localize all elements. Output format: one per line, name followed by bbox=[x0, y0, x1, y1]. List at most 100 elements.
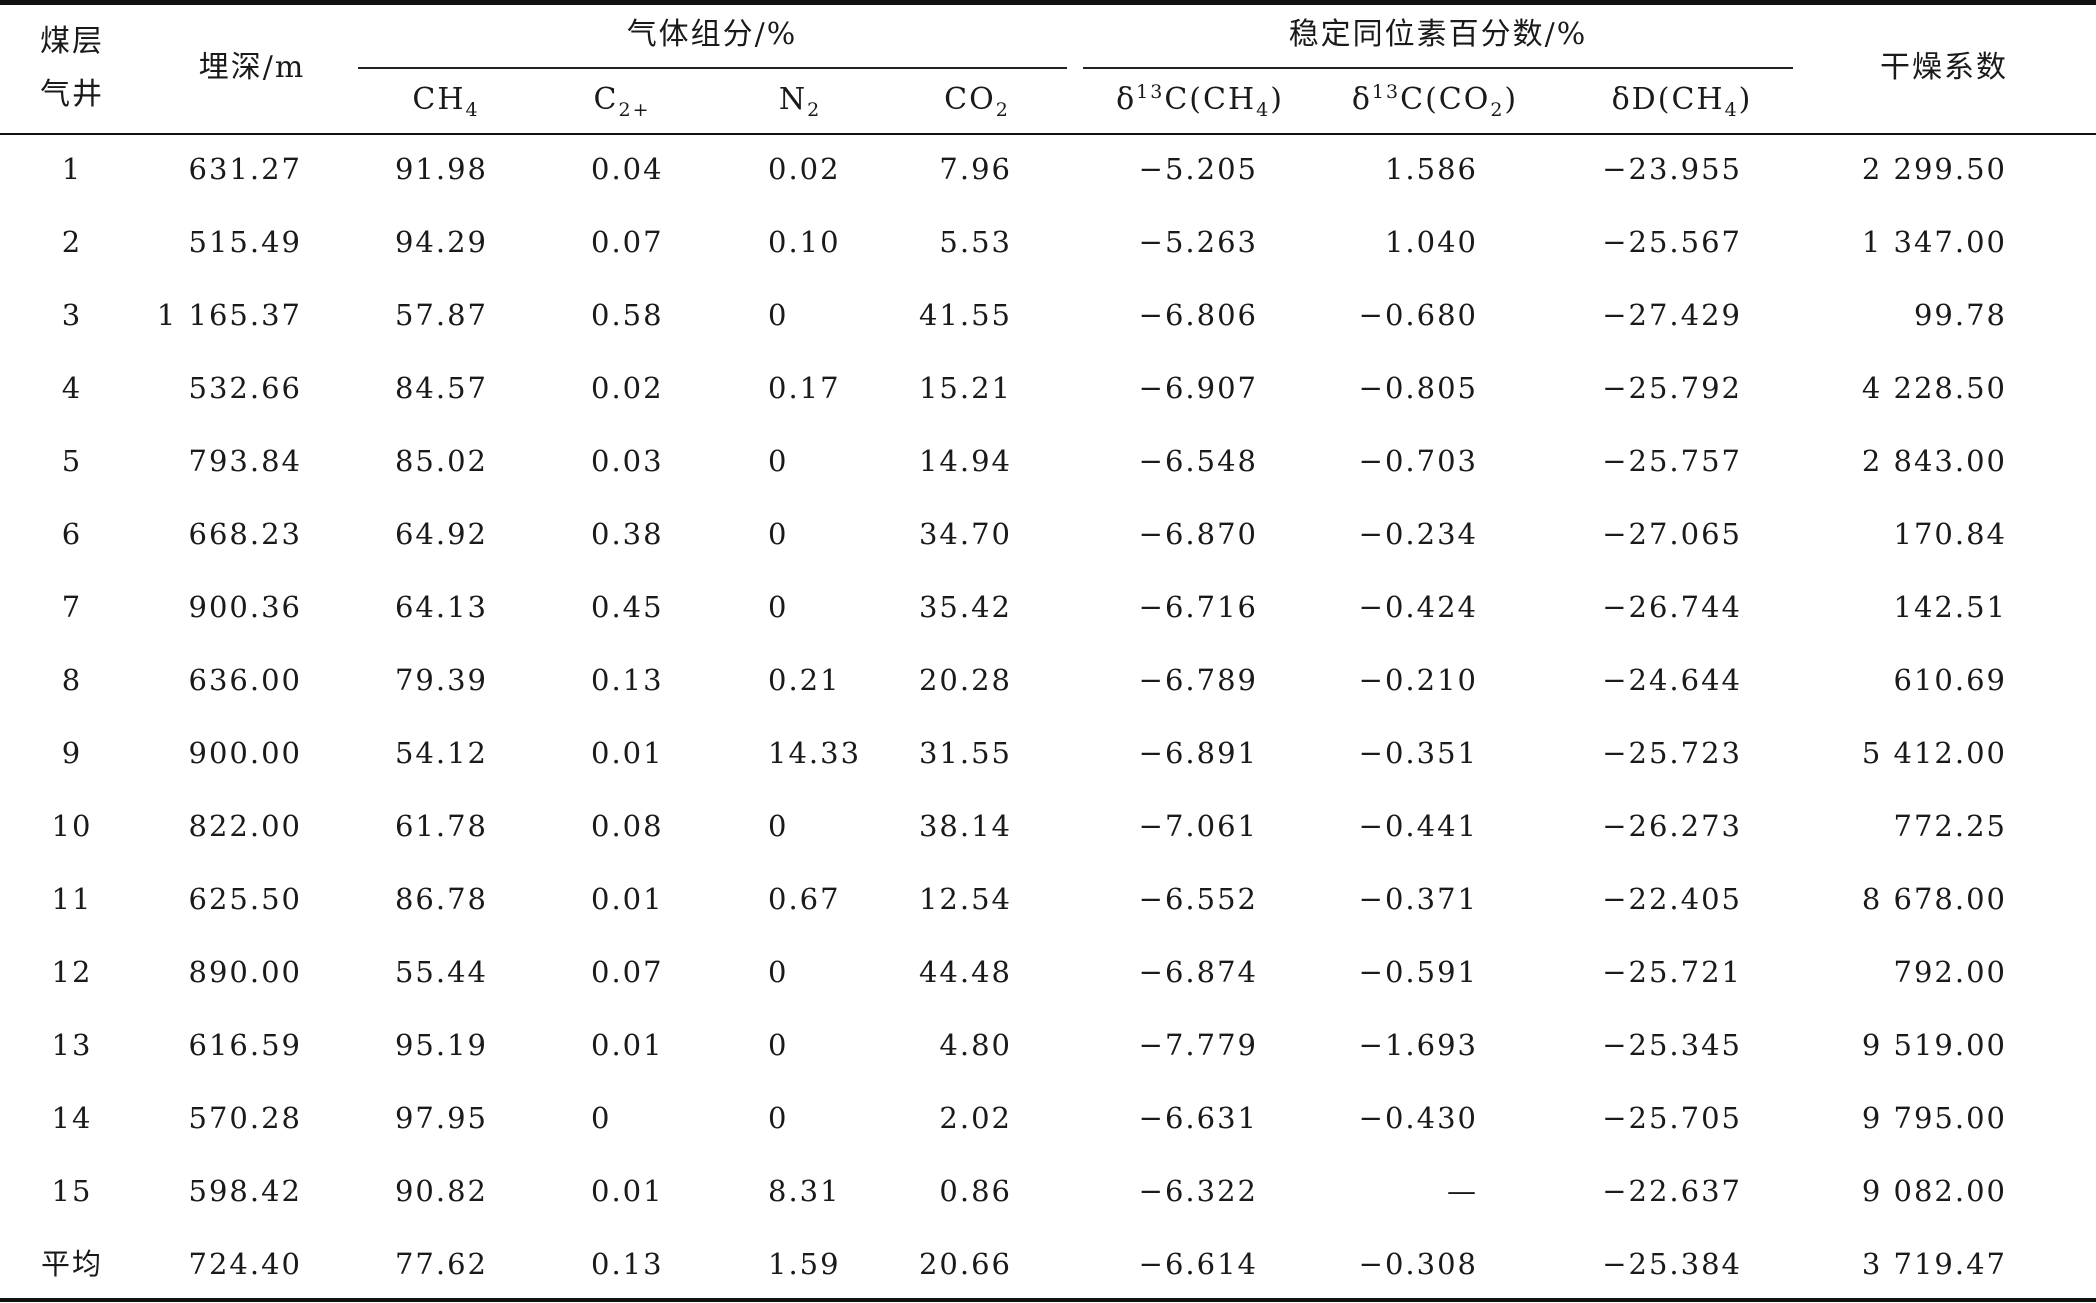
well-cell: 13 bbox=[51, 1028, 93, 1062]
depth-cell: 890.00 bbox=[188, 955, 302, 989]
dryness-cell: 170.84 bbox=[1893, 517, 2007, 551]
depth-cell: 616.59 bbox=[188, 1028, 302, 1062]
d13c-co2-cell: −0.805 bbox=[1358, 371, 1478, 405]
ch4-cell: 91.98 bbox=[394, 152, 488, 186]
n2-cell: 8.31 bbox=[768, 1174, 841, 1208]
c2-cell: 0.03 bbox=[591, 444, 664, 478]
dd-ch4-cell: −23.955 bbox=[1602, 152, 1742, 186]
well-cell: 15 bbox=[51, 1174, 93, 1208]
ch4-cell: 55.44 bbox=[394, 955, 488, 989]
co2-cell: 0.86 bbox=[939, 1174, 1012, 1208]
well-cell: 8 bbox=[61, 663, 83, 697]
dd-ch4-cell: −25.721 bbox=[1602, 955, 1742, 989]
depth-cell: 625.50 bbox=[188, 882, 302, 916]
well-cell: 10 bbox=[51, 809, 93, 843]
depth-cell: 598.42 bbox=[188, 1174, 302, 1208]
well-cell: 5 bbox=[61, 444, 83, 478]
dd-ch4-cell: −25.723 bbox=[1602, 736, 1742, 770]
dryness-cell: 772.25 bbox=[1893, 809, 2007, 843]
header-ch4: CH4 bbox=[412, 82, 480, 121]
d13c-ch4-cell: −6.716 bbox=[1138, 590, 1258, 624]
d13c-ch4-cell: −6.552 bbox=[1138, 882, 1258, 916]
header-d13c-co2: δ13C(CO2) bbox=[1351, 81, 1519, 121]
ch4-cell: 86.78 bbox=[394, 882, 488, 916]
n2-cell: 0 bbox=[768, 444, 789, 478]
n2-cell: 1.59 bbox=[768, 1247, 841, 1281]
c2-cell: 0.07 bbox=[591, 225, 664, 259]
dd-ch4-cell: −26.744 bbox=[1602, 590, 1742, 624]
n2-cell: 0 bbox=[768, 590, 789, 624]
dd-ch4-cell: −26.273 bbox=[1602, 809, 1742, 843]
dryness-cell: 2 843.00 bbox=[1861, 444, 2007, 478]
header-gas-composition: 气体组分/% bbox=[626, 17, 798, 52]
table-top-rule bbox=[0, 0, 2096, 5]
d13c-co2-cell: −0.234 bbox=[1358, 517, 1478, 551]
c2-cell: 0.13 bbox=[591, 663, 664, 697]
n2-cell: 0.10 bbox=[768, 225, 841, 259]
d13c-co2-cell: −0.371 bbox=[1358, 882, 1478, 916]
n2-cell: 14.33 bbox=[768, 736, 862, 770]
dryness-cell: 1 347.00 bbox=[1861, 225, 2007, 259]
co2-cell: 38.14 bbox=[918, 809, 1012, 843]
d13c-ch4-cell: −6.614 bbox=[1138, 1247, 1258, 1281]
co2-cell: 4.80 bbox=[939, 1028, 1012, 1062]
d13c-co2-cell: −0.703 bbox=[1358, 444, 1478, 478]
ch4-cell: 64.92 bbox=[394, 517, 488, 551]
d13c-ch4-cell: −5.263 bbox=[1138, 225, 1258, 259]
depth-cell: 1 165.37 bbox=[156, 298, 302, 332]
depth-cell: 724.40 bbox=[188, 1247, 302, 1281]
dd-ch4-cell: −27.065 bbox=[1602, 517, 1742, 551]
depth-cell: 631.27 bbox=[188, 152, 302, 186]
ch4-cell: 85.02 bbox=[394, 444, 488, 478]
d13c-co2-cell: −0.680 bbox=[1358, 298, 1478, 332]
n2-cell: 0 bbox=[768, 1101, 789, 1135]
c2-cell: 0.13 bbox=[591, 1247, 664, 1281]
ch4-cell: 84.57 bbox=[394, 371, 488, 405]
co2-cell: 41.55 bbox=[918, 298, 1012, 332]
d13c-co2-cell: −0.430 bbox=[1358, 1101, 1478, 1135]
c2-cell: 0.01 bbox=[591, 1174, 664, 1208]
ch4-cell: 97.95 bbox=[394, 1101, 488, 1135]
dd-ch4-cell: −25.757 bbox=[1602, 444, 1742, 478]
header-dryness-coefficient: 干燥系数 bbox=[1880, 50, 2008, 85]
co2-cell: 20.66 bbox=[918, 1247, 1012, 1281]
well-cell: 6 bbox=[61, 517, 83, 551]
dryness-cell: 9 519.00 bbox=[1861, 1028, 2007, 1062]
header-d13c-ch4: δ13C(CH4) bbox=[1116, 81, 1284, 121]
well-cell: 11 bbox=[51, 882, 93, 916]
isotope-group-rule bbox=[1083, 67, 1793, 69]
c2-cell: 0.38 bbox=[591, 517, 664, 551]
depth-cell: 668.23 bbox=[188, 517, 302, 551]
n2-cell: 0 bbox=[768, 809, 789, 843]
header-bottom-rule bbox=[0, 133, 2096, 135]
header-c2-plus: C2+ bbox=[593, 82, 651, 121]
ch4-cell: 77.62 bbox=[394, 1247, 488, 1281]
d13c-co2-cell: 1.586 bbox=[1384, 152, 1478, 186]
well-cell: 2 bbox=[61, 225, 83, 259]
dd-ch4-cell: −25.384 bbox=[1602, 1247, 1742, 1281]
well-cell: 12 bbox=[51, 955, 93, 989]
dd-ch4-cell: −22.405 bbox=[1602, 882, 1742, 916]
dryness-cell: 5 412.00 bbox=[1861, 736, 2007, 770]
ch4-cell: 57.87 bbox=[394, 298, 488, 332]
depth-cell: 900.00 bbox=[188, 736, 302, 770]
well-cell: 4 bbox=[61, 371, 83, 405]
co2-cell: 12.54 bbox=[918, 882, 1012, 916]
c2-cell: 0.07 bbox=[591, 955, 664, 989]
dryness-cell: 9 795.00 bbox=[1861, 1101, 2007, 1135]
dd-ch4-cell: −25.567 bbox=[1602, 225, 1742, 259]
d13c-ch4-cell: −6.907 bbox=[1138, 371, 1258, 405]
ch4-cell: 95.19 bbox=[394, 1028, 488, 1062]
well-cell: 3 bbox=[61, 298, 83, 332]
d13c-ch4-cell: −6.548 bbox=[1138, 444, 1258, 478]
n2-cell: 0.17 bbox=[768, 371, 841, 405]
c2-cell: 0.45 bbox=[591, 590, 664, 624]
d13c-ch4-cell: −5.205 bbox=[1138, 152, 1258, 186]
dryness-cell: 610.69 bbox=[1893, 663, 2007, 697]
co2-cell: 34.70 bbox=[918, 517, 1012, 551]
dryness-cell: 4 228.50 bbox=[1861, 371, 2007, 405]
dd-ch4-cell: −24.644 bbox=[1602, 663, 1742, 697]
dryness-cell: 99.78 bbox=[1913, 298, 2007, 332]
d13c-ch4-cell: −6.789 bbox=[1138, 663, 1258, 697]
n2-cell: 0.02 bbox=[768, 152, 841, 186]
